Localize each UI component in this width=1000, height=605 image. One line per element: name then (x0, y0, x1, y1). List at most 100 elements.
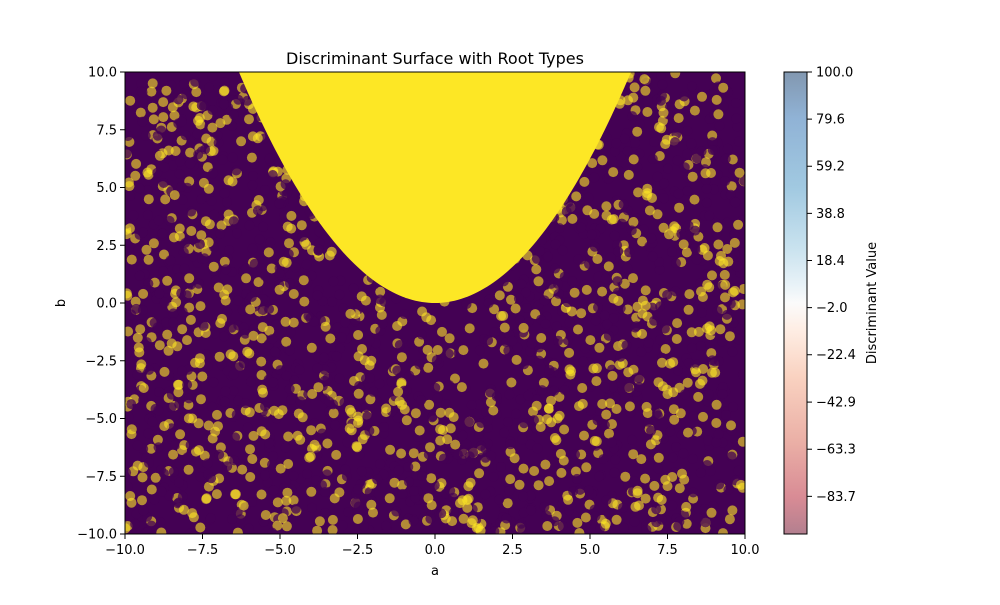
scatter-point (361, 402, 372, 413)
scatter-point (627, 111, 638, 122)
colorbar-tick-label: −42.9 (816, 396, 856, 411)
scatter-point (539, 295, 550, 306)
scatter-point (396, 352, 407, 363)
scatter-point (200, 144, 211, 155)
scatter-point (364, 335, 375, 346)
scatter-point (392, 412, 403, 423)
scatter-point (445, 423, 456, 434)
scatter-point (185, 439, 196, 450)
scatter-point (367, 310, 378, 321)
scatter-point (716, 250, 726, 261)
scatter-point (138, 395, 149, 406)
scatter-point (283, 459, 294, 469)
scatter-point (389, 477, 400, 488)
scatter-point (282, 487, 293, 498)
scatter-point (724, 514, 735, 525)
scatter-point (404, 476, 414, 487)
scatter-point (632, 126, 643, 137)
scatter-point (671, 258, 681, 269)
scatter-point (448, 492, 459, 503)
scatter-point (609, 230, 620, 241)
scatter-point (546, 395, 556, 406)
scatter-point (125, 326, 134, 337)
scatter-point (471, 523, 482, 533)
scatter-point (162, 329, 173, 340)
scatter-point (720, 153, 731, 164)
scatter-point (727, 346, 738, 357)
scatter-point (171, 297, 182, 308)
scatter-point (488, 471, 499, 482)
scatter-point (414, 425, 425, 436)
scatter-point (603, 509, 614, 520)
scatter-point (353, 501, 364, 512)
scatter-point (739, 96, 745, 106)
scatter-point (146, 484, 157, 495)
scatter-point (518, 463, 529, 474)
scatter-point (611, 138, 622, 149)
scatter-point (344, 423, 355, 434)
scatter-point (699, 243, 710, 253)
scatter-point (711, 399, 722, 410)
scatter-point (618, 199, 629, 210)
scatter-point (376, 309, 387, 320)
scatter-point (348, 283, 359, 294)
scatter-point (256, 370, 267, 380)
scatter-point (643, 337, 654, 348)
scatter-point (213, 282, 224, 293)
scatter-point (510, 303, 521, 314)
scatter-point (126, 497, 137, 508)
scatter-point (737, 299, 745, 310)
scatter-point (125, 131, 133, 141)
scatter-point (207, 105, 218, 115)
scatter-point (340, 317, 351, 328)
scatter-point (670, 137, 680, 148)
scatter-point (722, 217, 733, 228)
scatter-point (683, 427, 693, 438)
colorbar-tick-label: 59.2 (816, 160, 845, 175)
scatter-point (529, 466, 540, 476)
scatter-point (706, 507, 717, 518)
scatter-point (619, 133, 630, 144)
scatter-point (511, 408, 522, 419)
scatter-point (534, 342, 545, 353)
scatter-point (410, 408, 421, 419)
scatter-point (729, 237, 740, 248)
scatter-point (711, 73, 721, 84)
scatter-point (228, 109, 239, 120)
colorbar: 100.0 79.6 59.2 38.8 18.4 −2.0 −22.4 −42.9 −63.3… (783, 66, 880, 535)
scatter-point (126, 424, 137, 435)
scatter-point (125, 95, 136, 106)
y-tick-label: −10.0 (77, 528, 117, 543)
scatter-point (611, 404, 622, 414)
scatter-point (228, 369, 239, 380)
scatter-point (125, 148, 132, 159)
scatter-point (137, 305, 148, 316)
scatter-point (627, 434, 638, 445)
scatter-point (132, 369, 143, 380)
scatter-point (397, 488, 408, 499)
scatter-point (203, 420, 214, 431)
scatter-point (435, 435, 446, 446)
scatter-point (714, 479, 725, 490)
scatter-point (314, 516, 325, 527)
scatter-point (327, 514, 338, 525)
scatter-point (140, 130, 151, 141)
scatter-point (219, 256, 230, 267)
scatter-point (359, 521, 369, 532)
scatter-point (125, 348, 132, 359)
scatter-point (525, 490, 536, 501)
scatter-point (408, 515, 419, 526)
scatter-point (519, 359, 530, 370)
scatter-point (249, 258, 260, 269)
scatter-point (516, 518, 527, 529)
scatter-point (665, 426, 676, 437)
x-tick-label: 2.5 (502, 543, 523, 558)
scatter-point (207, 433, 218, 444)
scatter-point (138, 383, 149, 393)
scatter-point (464, 416, 474, 427)
colorbar-tick-label: 100.0 (816, 66, 853, 81)
scatter-point (671, 334, 682, 344)
scatter-point (133, 245, 143, 256)
scatter-point (509, 453, 520, 464)
